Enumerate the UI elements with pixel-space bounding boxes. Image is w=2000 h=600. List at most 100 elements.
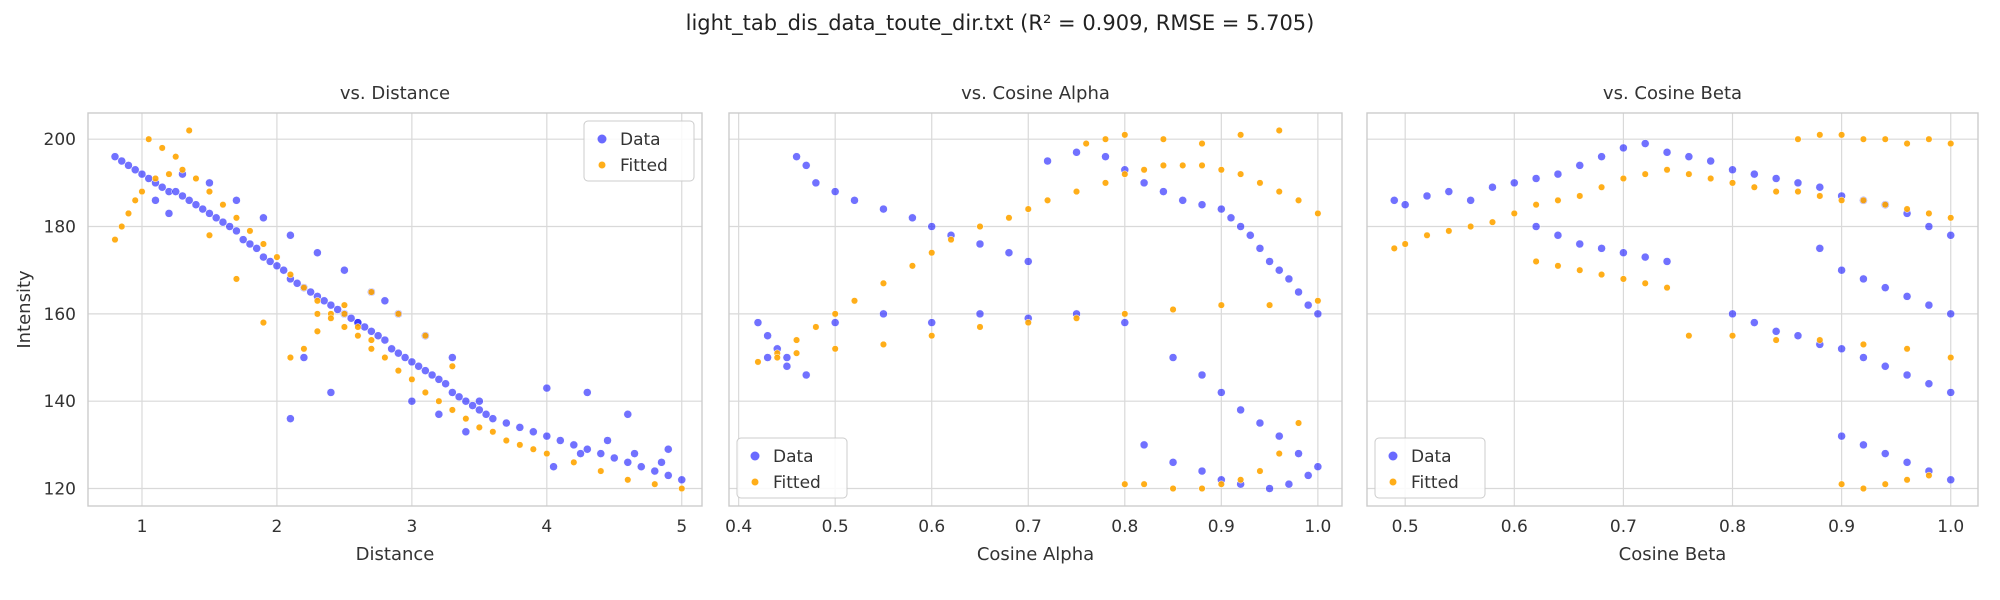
fitted-point xyxy=(205,188,214,196)
data-point xyxy=(1946,388,1955,397)
fitted-point xyxy=(1663,284,1671,292)
fitted-point xyxy=(624,476,632,484)
data-point xyxy=(763,331,772,340)
fitted-point xyxy=(1641,170,1649,178)
fitted-point xyxy=(1881,135,1889,143)
data-point xyxy=(380,335,390,345)
legend-marker-fitted xyxy=(1389,478,1397,486)
data-point xyxy=(1168,458,1178,467)
data-point xyxy=(975,309,985,319)
data-point xyxy=(454,392,464,402)
data-point xyxy=(367,327,376,336)
fitted-point xyxy=(313,327,321,335)
fitted-point xyxy=(1641,279,1649,287)
fitted-point xyxy=(448,406,456,414)
fitted-point xyxy=(1072,314,1081,322)
data-point xyxy=(448,353,457,362)
data-point xyxy=(110,152,120,161)
data-point xyxy=(782,362,792,371)
data-point xyxy=(171,187,180,196)
fitted-point xyxy=(1024,319,1032,327)
data-point xyxy=(576,449,585,458)
data-point xyxy=(1640,139,1650,148)
fitted-point xyxy=(1816,192,1824,200)
fitted-point xyxy=(1619,174,1627,183)
data-point xyxy=(151,196,160,205)
data-point xyxy=(782,353,792,362)
data-point xyxy=(1236,405,1245,415)
fitted-point xyxy=(1217,301,1225,309)
fitted-point xyxy=(131,196,139,204)
fitted-point xyxy=(1859,484,1867,493)
fitted-point xyxy=(850,297,859,305)
fitted-point xyxy=(232,275,240,283)
fitted-point xyxy=(1082,140,1090,148)
plot-frame xyxy=(87,112,703,507)
fitted-point xyxy=(1881,201,1889,209)
fitted-point xyxy=(165,170,173,178)
fitted-point xyxy=(754,358,762,366)
data-point xyxy=(252,244,261,253)
data-point xyxy=(1466,196,1475,205)
x-tick-label: 0.9 xyxy=(1828,517,1855,537)
x-tick-label: 0.8 xyxy=(1719,517,1746,537)
data-point xyxy=(1728,309,1737,319)
fitted-point xyxy=(831,345,839,353)
fitted-point xyxy=(543,450,551,458)
fitted-point xyxy=(178,166,187,174)
data-point xyxy=(1488,182,1497,192)
data-point xyxy=(1197,466,1207,476)
fitted-point xyxy=(1390,244,1398,252)
fitted-point xyxy=(1044,196,1052,204)
data-point xyxy=(801,161,811,170)
fitted-point xyxy=(172,153,180,161)
fitted-point xyxy=(976,222,984,231)
data-point xyxy=(130,165,140,175)
data-point xyxy=(811,178,821,188)
data-point xyxy=(1750,169,1759,179)
fitted-point xyxy=(879,340,888,348)
x-tick-label: 0.7 xyxy=(1015,517,1042,537)
legend-marker-data xyxy=(750,451,760,461)
fitted-point xyxy=(1554,262,1562,270)
fitted-point xyxy=(1140,480,1148,488)
data-point xyxy=(1139,178,1149,188)
data-point xyxy=(1837,431,1846,441)
data-point xyxy=(1859,440,1868,450)
data-point xyxy=(259,213,268,223)
x-tick-label: 3 xyxy=(406,517,417,537)
data-point xyxy=(1902,292,1912,301)
legend-label-data: Data xyxy=(1411,447,1452,467)
data-point xyxy=(481,410,491,419)
fitted-point xyxy=(678,484,686,493)
fitted-point xyxy=(1532,201,1540,209)
fitted-point xyxy=(1794,188,1802,196)
data-point xyxy=(1684,152,1694,161)
data-point xyxy=(1226,213,1236,223)
data-point xyxy=(1178,196,1187,205)
data-point xyxy=(529,427,538,437)
data-point xyxy=(1859,274,1868,284)
data-point xyxy=(753,318,763,327)
data-point xyxy=(1303,471,1313,480)
points-layer xyxy=(753,126,1323,493)
legend-label-fitted: Fitted xyxy=(1411,473,1459,493)
fitted-point xyxy=(286,271,294,279)
data-point xyxy=(205,178,214,188)
fitted-point xyxy=(111,236,119,244)
data-point xyxy=(1284,479,1294,489)
fitted-point xyxy=(1685,170,1693,178)
fitted-point xyxy=(570,458,578,466)
data-point xyxy=(1510,178,1519,188)
x-axis-label: Cosine Alpha xyxy=(977,544,1094,565)
data-point xyxy=(340,265,349,275)
fitted-point xyxy=(1685,332,1693,340)
data-point xyxy=(623,410,633,419)
fitted-point xyxy=(1275,188,1283,196)
data-point xyxy=(407,396,417,406)
data-point xyxy=(1531,222,1541,231)
legend-marker-fitted xyxy=(598,161,606,169)
fitted-point xyxy=(1903,205,1911,213)
fitted-point xyxy=(1169,305,1177,314)
fitted-point xyxy=(908,262,916,270)
